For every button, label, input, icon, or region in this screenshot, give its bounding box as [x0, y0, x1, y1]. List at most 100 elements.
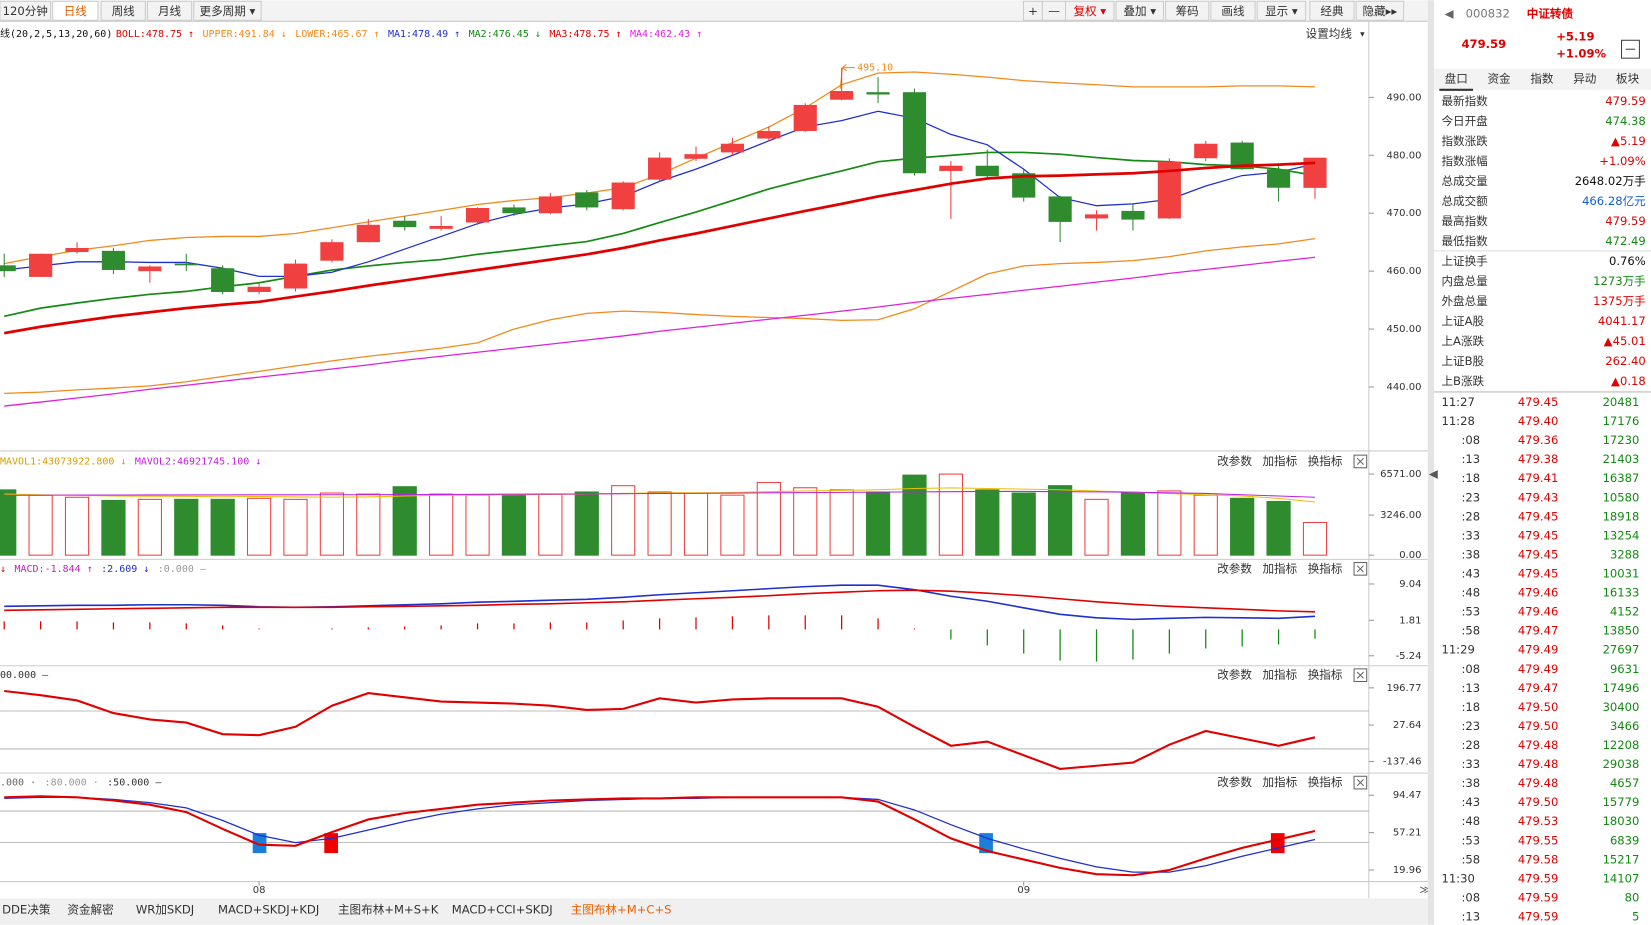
- panel-button[interactable]: 加指标: [1262, 668, 1297, 682]
- toolbar-button[interactable]: [100, 0, 146, 21]
- trade-price: 479.48: [1518, 776, 1559, 790]
- trade-price: 479.46: [1518, 605, 1559, 619]
- candle-body: [575, 192, 599, 208]
- toolbar-label[interactable]: 周线: [112, 4, 136, 18]
- candle-body: [356, 224, 380, 243]
- candle-body: [283, 263, 308, 289]
- candle-body: [1012, 173, 1036, 198]
- x-tick-label: 08: [253, 885, 266, 896]
- candle-body: [1084, 214, 1109, 219]
- bottom-tab[interactable]: 主图布林+M+C+S: [571, 902, 672, 916]
- trade-time: :38: [1461, 547, 1480, 561]
- toolbar-button[interactable]: [1309, 0, 1355, 21]
- toolbar-button[interactable]: [0, 0, 52, 21]
- volume-bar: [465, 494, 490, 556]
- candle-body: [866, 92, 890, 95]
- toolbar-label[interactable]: 筹码: [1176, 4, 1199, 18]
- bottom-tab[interactable]: MACD+SKDJ+KDJ: [218, 902, 319, 916]
- toolbar-label[interactable]: 复权 ▾: [1073, 4, 1106, 18]
- bottom-tab[interactable]: DDE决策: [2, 902, 51, 916]
- toolbar-button[interactable]: [1115, 0, 1165, 21]
- candle-body: [174, 263, 198, 266]
- quote-tab[interactable]: 盘口: [1445, 72, 1468, 86]
- panel-button[interactable]: 改参数: [1217, 775, 1252, 789]
- panel-button[interactable]: 加指标: [1262, 775, 1297, 789]
- trade-time: :18: [1461, 700, 1480, 714]
- toolbar-label[interactable]: 隐藏▸▸: [1362, 4, 1397, 18]
- quote-value: 4041.17: [1598, 314, 1646, 328]
- toolbar-button[interactable]: [146, 0, 193, 21]
- toolbar-button[interactable]: [1256, 0, 1307, 21]
- bottom-tab[interactable]: WR加SKDJ: [136, 902, 194, 916]
- trade-time: :33: [1461, 528, 1480, 542]
- quote-label: 总成交额: [1441, 194, 1488, 208]
- y-tick-label: 1.81: [1399, 615, 1421, 626]
- trade-time: :23: [1461, 490, 1480, 504]
- trade-volume: 18030: [1603, 814, 1640, 828]
- trade-price: 479.45: [1518, 395, 1559, 409]
- trade-time: :23: [1461, 719, 1480, 733]
- bottom-tab[interactable]: 主图布林+M+S+K: [338, 902, 439, 916]
- ma-setting[interactable]: 设置均线 ▾: [1306, 26, 1366, 40]
- trade-price: 479.50: [1518, 719, 1559, 733]
- quote-tab[interactable]: 异动: [1573, 72, 1596, 86]
- panel-button[interactable]: 改参数: [1217, 561, 1252, 575]
- trade-volume: 17496: [1603, 681, 1640, 695]
- quote-tab[interactable]: 板块: [1616, 72, 1640, 86]
- panel-button[interactable]: 改参数: [1217, 668, 1252, 682]
- volume-bar: [975, 489, 1000, 556]
- panel-button[interactable]: 换指标: [1308, 668, 1343, 682]
- main-header: 线(20,2,5,13,20,60): [0, 27, 112, 40]
- trade-price: 479.59: [1518, 910, 1559, 924]
- toolbar-label[interactable]: 120分钟: [3, 4, 48, 18]
- trade-volume: 14107: [1603, 871, 1640, 885]
- panel-button[interactable]: 加指标: [1262, 561, 1297, 575]
- panel-button[interactable]: 改参数: [1217, 454, 1252, 468]
- quote-value: 472.49: [1605, 234, 1646, 248]
- candle-body: [1048, 196, 1072, 222]
- trade-volume: 10580: [1603, 490, 1640, 504]
- volume-bar: [1266, 500, 1291, 556]
- toolbar-label[interactable]: —: [1048, 4, 1060, 18]
- signal-marker: [324, 833, 338, 854]
- quote-tab[interactable]: 资金: [1487, 72, 1511, 86]
- toolbar-button[interactable]: [52, 0, 99, 21]
- y-tick-label: 94.47: [1393, 790, 1422, 801]
- panel-button[interactable]: 换指标: [1308, 561, 1343, 575]
- trade-time: 11:29: [1441, 643, 1474, 657]
- toolbar-button[interactable]: [193, 0, 262, 21]
- toolbar-button[interactable]: [1355, 0, 1405, 21]
- trade-time: :53: [1461, 833, 1480, 847]
- volume-bar: [137, 498, 162, 556]
- toolbar-label[interactable]: 显示 ▾: [1265, 4, 1298, 18]
- quote-label: 上证A股: [1441, 314, 1484, 328]
- panel-button[interactable]: 加指标: [1262, 454, 1297, 468]
- toolbar-button[interactable]: [1210, 0, 1256, 21]
- legend-entry: MA4:462.43 ↑: [630, 29, 702, 40]
- prev-arrow[interactable]: ◀: [1445, 6, 1454, 20]
- toolbar-label[interactable]: 月线: [158, 4, 182, 18]
- trade-time: 11:28: [1441, 414, 1474, 428]
- annotation-arrow: [839, 64, 855, 89]
- bottom-tab[interactable]: 资金解密: [67, 902, 114, 916]
- trade-time: :18: [1461, 471, 1480, 485]
- legend-entry: UPPER:491.84 ↓: [203, 29, 287, 40]
- toolbar-label[interactable]: +: [1028, 4, 1038, 18]
- trade-time: :43: [1461, 795, 1480, 809]
- toolbar-label[interactable]: 叠加 ▾: [1123, 4, 1156, 18]
- panel-button[interactable]: 换指标: [1308, 454, 1343, 468]
- toolbar-label[interactable]: 更多周期 ▾: [200, 4, 256, 18]
- candle-body: [902, 92, 927, 174]
- quote-tab[interactable]: 指数: [1530, 72, 1554, 86]
- toolbar-button[interactable]: [1165, 0, 1210, 21]
- y-tick-label: -5.24: [1396, 651, 1422, 662]
- toolbar-button[interactable]: [1065, 0, 1115, 21]
- legend-entry: LOWER:465.67 ↑: [295, 29, 379, 40]
- toolbar-label[interactable]: 日线: [64, 4, 88, 18]
- panel-button[interactable]: 换指标: [1308, 775, 1343, 789]
- toolbar-label[interactable]: 画线: [1221, 4, 1245, 18]
- trade-time: :28: [1461, 509, 1480, 523]
- bottom-tab[interactable]: MACD+CCI+SKDJ: [452, 902, 553, 916]
- trade-volume: 13850: [1603, 624, 1640, 638]
- toolbar-label[interactable]: 经典: [1320, 4, 1344, 18]
